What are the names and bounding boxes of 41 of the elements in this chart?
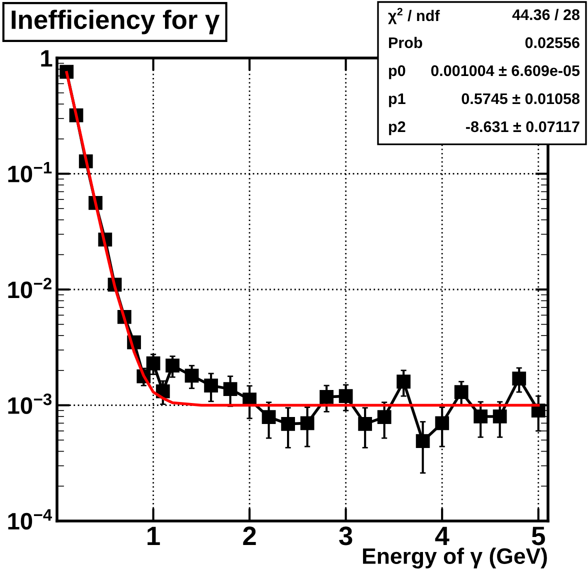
text: Prob (389, 36, 422, 48)
x-tick-label: 1 (148, 526, 160, 545)
point (262, 410, 276, 424)
annotation: p2 (389, 121, 406, 136)
y-tick-label: 10$^{−2}$ (8, 278, 52, 298)
point (416, 434, 430, 448)
x-tick-label: 5 (532, 526, 545, 546)
point (281, 416, 296, 431)
point (223, 382, 238, 396)
point (492, 410, 507, 424)
annotation: p0 (389, 65, 406, 80)
annotation: 0.5745 ± 0.01058 (462, 93, 580, 104)
y-tick-label: 1 (41, 50, 52, 67)
point (474, 410, 488, 424)
point (166, 358, 180, 373)
point (512, 372, 526, 386)
text: 0.02556 (525, 37, 580, 48)
point (396, 374, 411, 389)
point (204, 378, 218, 392)
text: χ$^{2}$ / ndf (388, 8, 440, 24)
point (320, 390, 334, 404)
point (300, 416, 314, 430)
point (454, 385, 468, 400)
point (338, 389, 353, 404)
x-tick-label: 4 (435, 526, 450, 545)
x-tick-label: 2 (243, 526, 256, 545)
annotation: 0.001004 ± 6.609e-05 (431, 65, 580, 76)
point (435, 416, 450, 430)
point (146, 356, 160, 370)
x-tick-label: 3 (339, 526, 352, 546)
point (377, 410, 392, 424)
point (358, 416, 372, 431)
y-tick-label: 10$^{−3}$ (8, 394, 52, 414)
x-axis-title: Energy of γ (GeV) (363, 548, 547, 568)
text: 44.36 / 28 (512, 8, 580, 20)
y-tick-label: 10$^{−4}$ (8, 509, 52, 530)
chart-title: Inefficiency for γ (12, 10, 220, 34)
y-tick-label: 10$^{−1}$ (8, 162, 52, 182)
annotation: -8.631 ± 0.07117 (466, 121, 580, 132)
point (184, 368, 199, 383)
annotation: p1 (389, 93, 406, 108)
